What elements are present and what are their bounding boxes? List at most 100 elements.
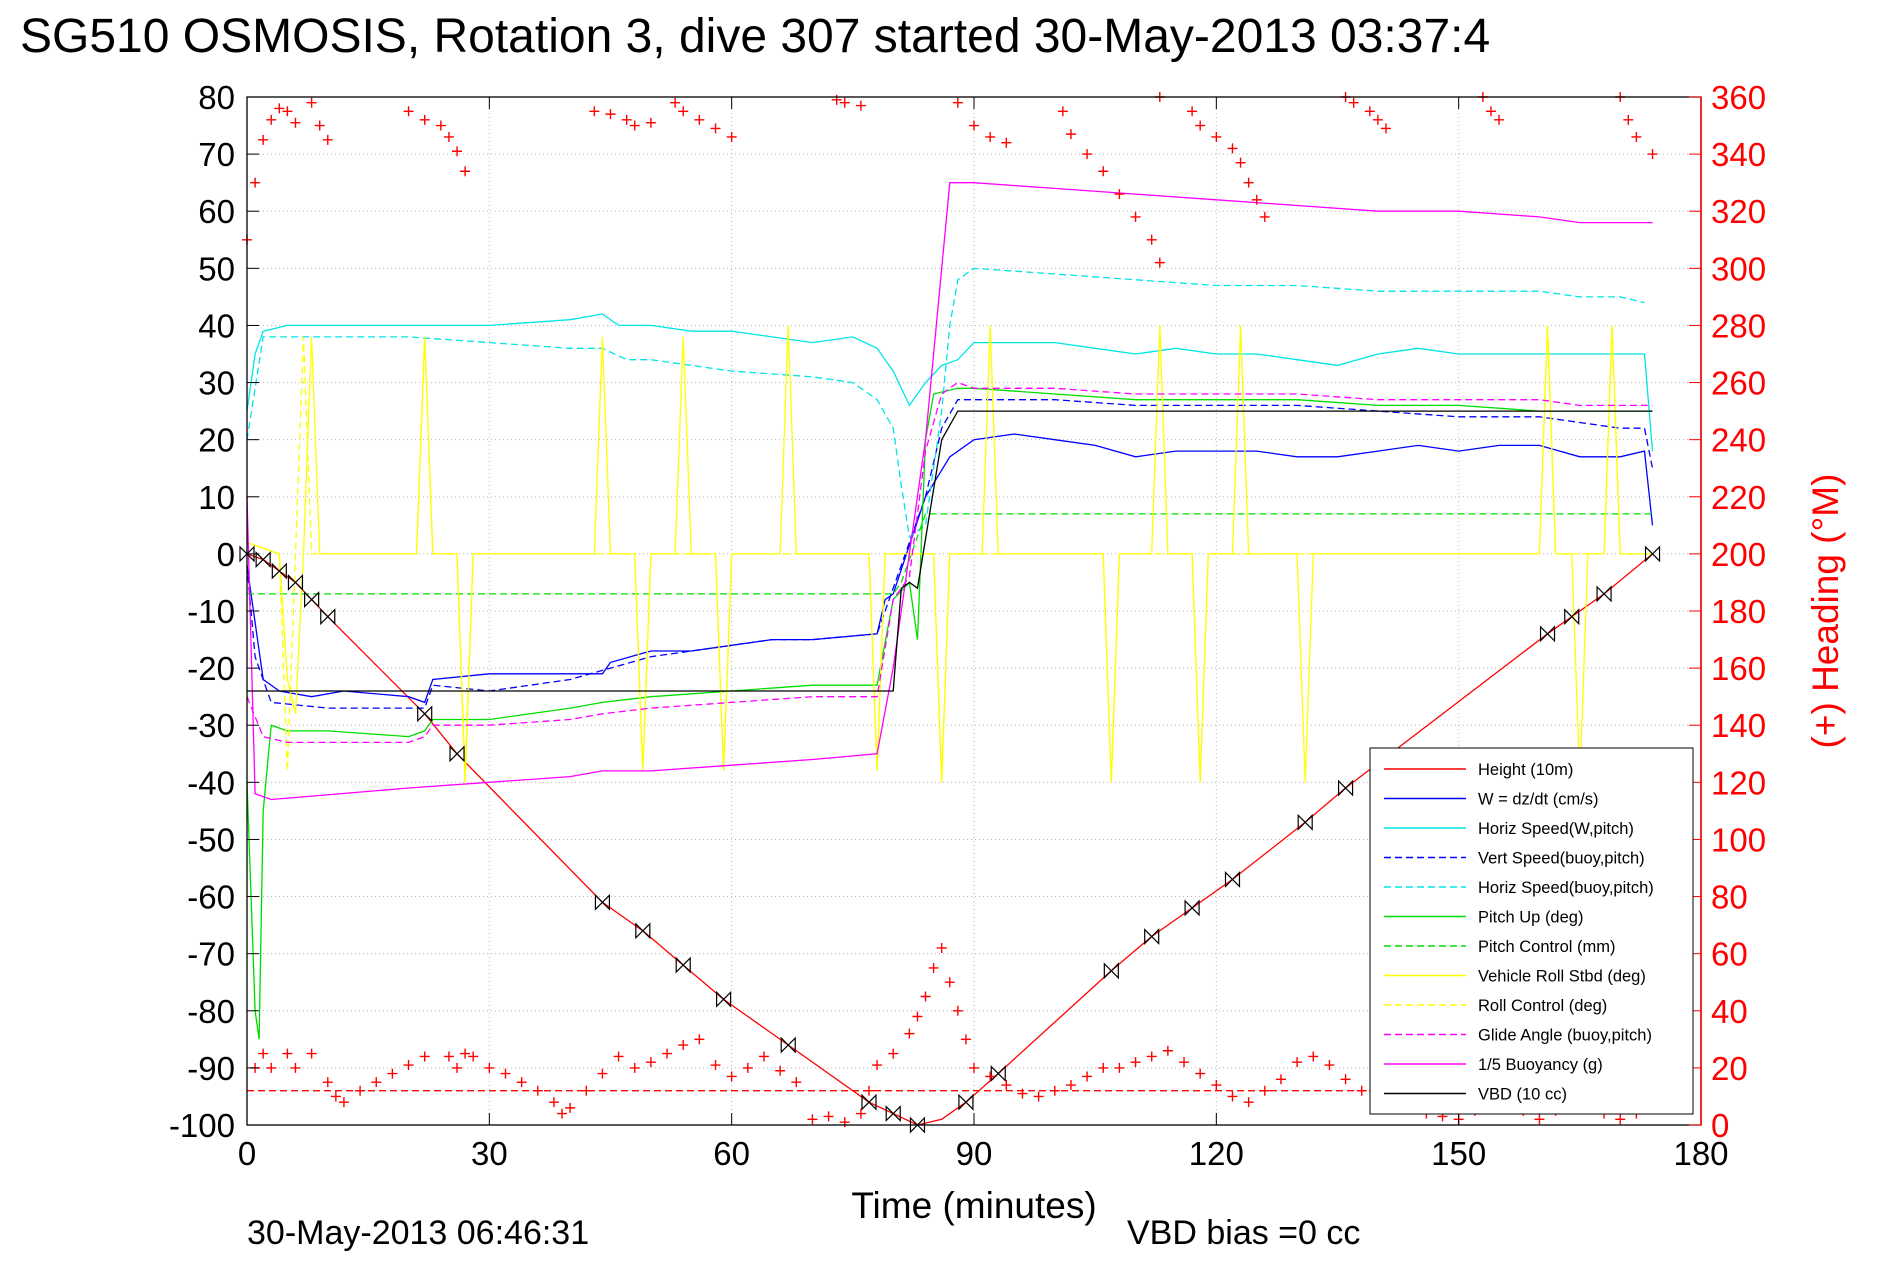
heading-point <box>791 1077 802 1088</box>
y-left-tick-label: -30 <box>187 707 235 744</box>
y-right-tick-label: 40 <box>1711 993 1748 1030</box>
y-left-tick-label: -40 <box>187 764 235 801</box>
heading-point <box>1065 1080 1076 1091</box>
heading-point <box>1146 1051 1157 1062</box>
heading-point <box>355 1085 366 1096</box>
heading-point <box>1195 120 1206 131</box>
heading-point <box>597 1068 608 1079</box>
vbd-marker <box>1564 608 1580 626</box>
series-line <box>246 313 1654 452</box>
heading-point <box>855 1108 866 1119</box>
heading-point <box>282 106 293 117</box>
heading-point <box>460 1048 471 1059</box>
heading-point <box>1235 157 1246 168</box>
heading-point <box>1275 1074 1286 1085</box>
heading-point <box>1615 1114 1626 1125</box>
y-left-tick-label: -50 <box>187 821 235 858</box>
y-right-tick-label: 200 <box>1711 536 1766 573</box>
vbd-marker <box>320 608 336 626</box>
heading-point <box>936 942 947 953</box>
legend-label: Horiz Speed(buoy,pitch) <box>1478 879 1654 897</box>
heading-point <box>613 1051 624 1062</box>
vbd-marker <box>1184 899 1200 917</box>
y-left-tick-label: 10 <box>198 479 235 516</box>
legend-label: 1/5 Buoyancy (g) <box>1478 1056 1603 1074</box>
heading-point <box>726 1071 737 1082</box>
legend-label: Vert Speed(buoy,pitch) <box>1478 850 1645 868</box>
vbd-marker <box>780 1036 796 1054</box>
heading-point <box>557 1108 568 1119</box>
y-left-tick-label: -80 <box>187 993 235 1030</box>
footer-timestamp: 30-May-2013 06:46:31 <box>247 1214 589 1252</box>
heading-point <box>589 106 600 117</box>
heading-point <box>258 1048 269 1059</box>
y-right-tick-label: 280 <box>1711 307 1766 344</box>
heading-point <box>928 962 939 973</box>
heading-point <box>985 1071 996 1082</box>
vbd-marker <box>594 893 611 911</box>
vbd-marker <box>1144 928 1160 945</box>
heading-point <box>1292 1057 1303 1068</box>
heading-point <box>694 114 705 125</box>
heading-point <box>823 1111 834 1122</box>
y-left-tick-label: -100 <box>169 1107 235 1144</box>
y-left-tick-label: 40 <box>198 307 235 344</box>
heading-point <box>985 131 996 142</box>
heading-point <box>1082 1071 1093 1082</box>
heading-point <box>944 977 955 988</box>
y-left-tick-label: -10 <box>187 593 235 630</box>
heading-point <box>1348 97 1359 108</box>
heading-point <box>435 120 446 131</box>
y-right-tick-label: 140 <box>1711 707 1766 744</box>
vbd-marker <box>1596 585 1612 603</box>
vbd-marker <box>417 705 433 723</box>
series-line <box>246 387 1653 1040</box>
heading-point <box>1114 189 1125 200</box>
legend-label: Glide Angle (buoy,pitch) <box>1478 1027 1652 1045</box>
heading-point <box>1098 166 1109 177</box>
heading-point <box>872 1060 883 1071</box>
heading-point <box>912 1011 923 1022</box>
heading-point <box>1187 106 1198 117</box>
vbd-marker <box>990 1065 1006 1083</box>
y-right-tick-label: 120 <box>1711 764 1766 801</box>
vbd-marker <box>1297 813 1313 831</box>
vbd-marker <box>958 1093 974 1111</box>
heading-point <box>338 1097 349 1108</box>
heading-point <box>1162 1045 1173 1056</box>
legend: Height (10m) W = dz/dt (cm/s) Horiz Speed(… <box>1369 747 1694 1115</box>
heading-point <box>952 97 963 108</box>
heading-point <box>726 131 737 142</box>
legend-label: W = dz/dt (cm/s) <box>1478 791 1599 809</box>
heading-point <box>1623 114 1634 125</box>
heading-point <box>1114 1062 1125 1073</box>
series-line <box>246 182 1653 801</box>
heading-point <box>969 120 979 131</box>
heading-point <box>403 1060 414 1071</box>
footer-vbd-bias: VBD bias =0 cc <box>1127 1214 1360 1252</box>
vbd-marker <box>287 573 304 591</box>
heading-point <box>807 1114 818 1125</box>
heading-point <box>403 106 414 117</box>
heading-point <box>387 1068 398 1079</box>
heading-point <box>581 1085 592 1096</box>
heading-point <box>605 109 616 120</box>
series-line <box>247 410 1653 692</box>
heading-point <box>710 1060 721 1071</box>
heading-markers <box>242 92 1658 1128</box>
y-right-tick-label: 240 <box>1711 422 1766 459</box>
heading-point <box>1017 1088 1028 1099</box>
heading-point <box>1146 234 1157 245</box>
y-right-tick-label: 220 <box>1711 479 1766 516</box>
y-right-tick-label: 80 <box>1711 879 1748 916</box>
heading-point <box>1130 211 1141 222</box>
vbd-marker <box>449 745 465 763</box>
heading-point <box>468 1051 479 1062</box>
heading-point <box>863 1085 874 1096</box>
x-tick-label: 120 <box>1189 1135 1244 1172</box>
heading-point <box>290 117 301 128</box>
heading-point <box>1130 1057 1141 1068</box>
y-right-tick-label: 360 <box>1711 79 1766 116</box>
heading-point <box>969 1062 979 1073</box>
vbd-marker <box>675 956 691 974</box>
